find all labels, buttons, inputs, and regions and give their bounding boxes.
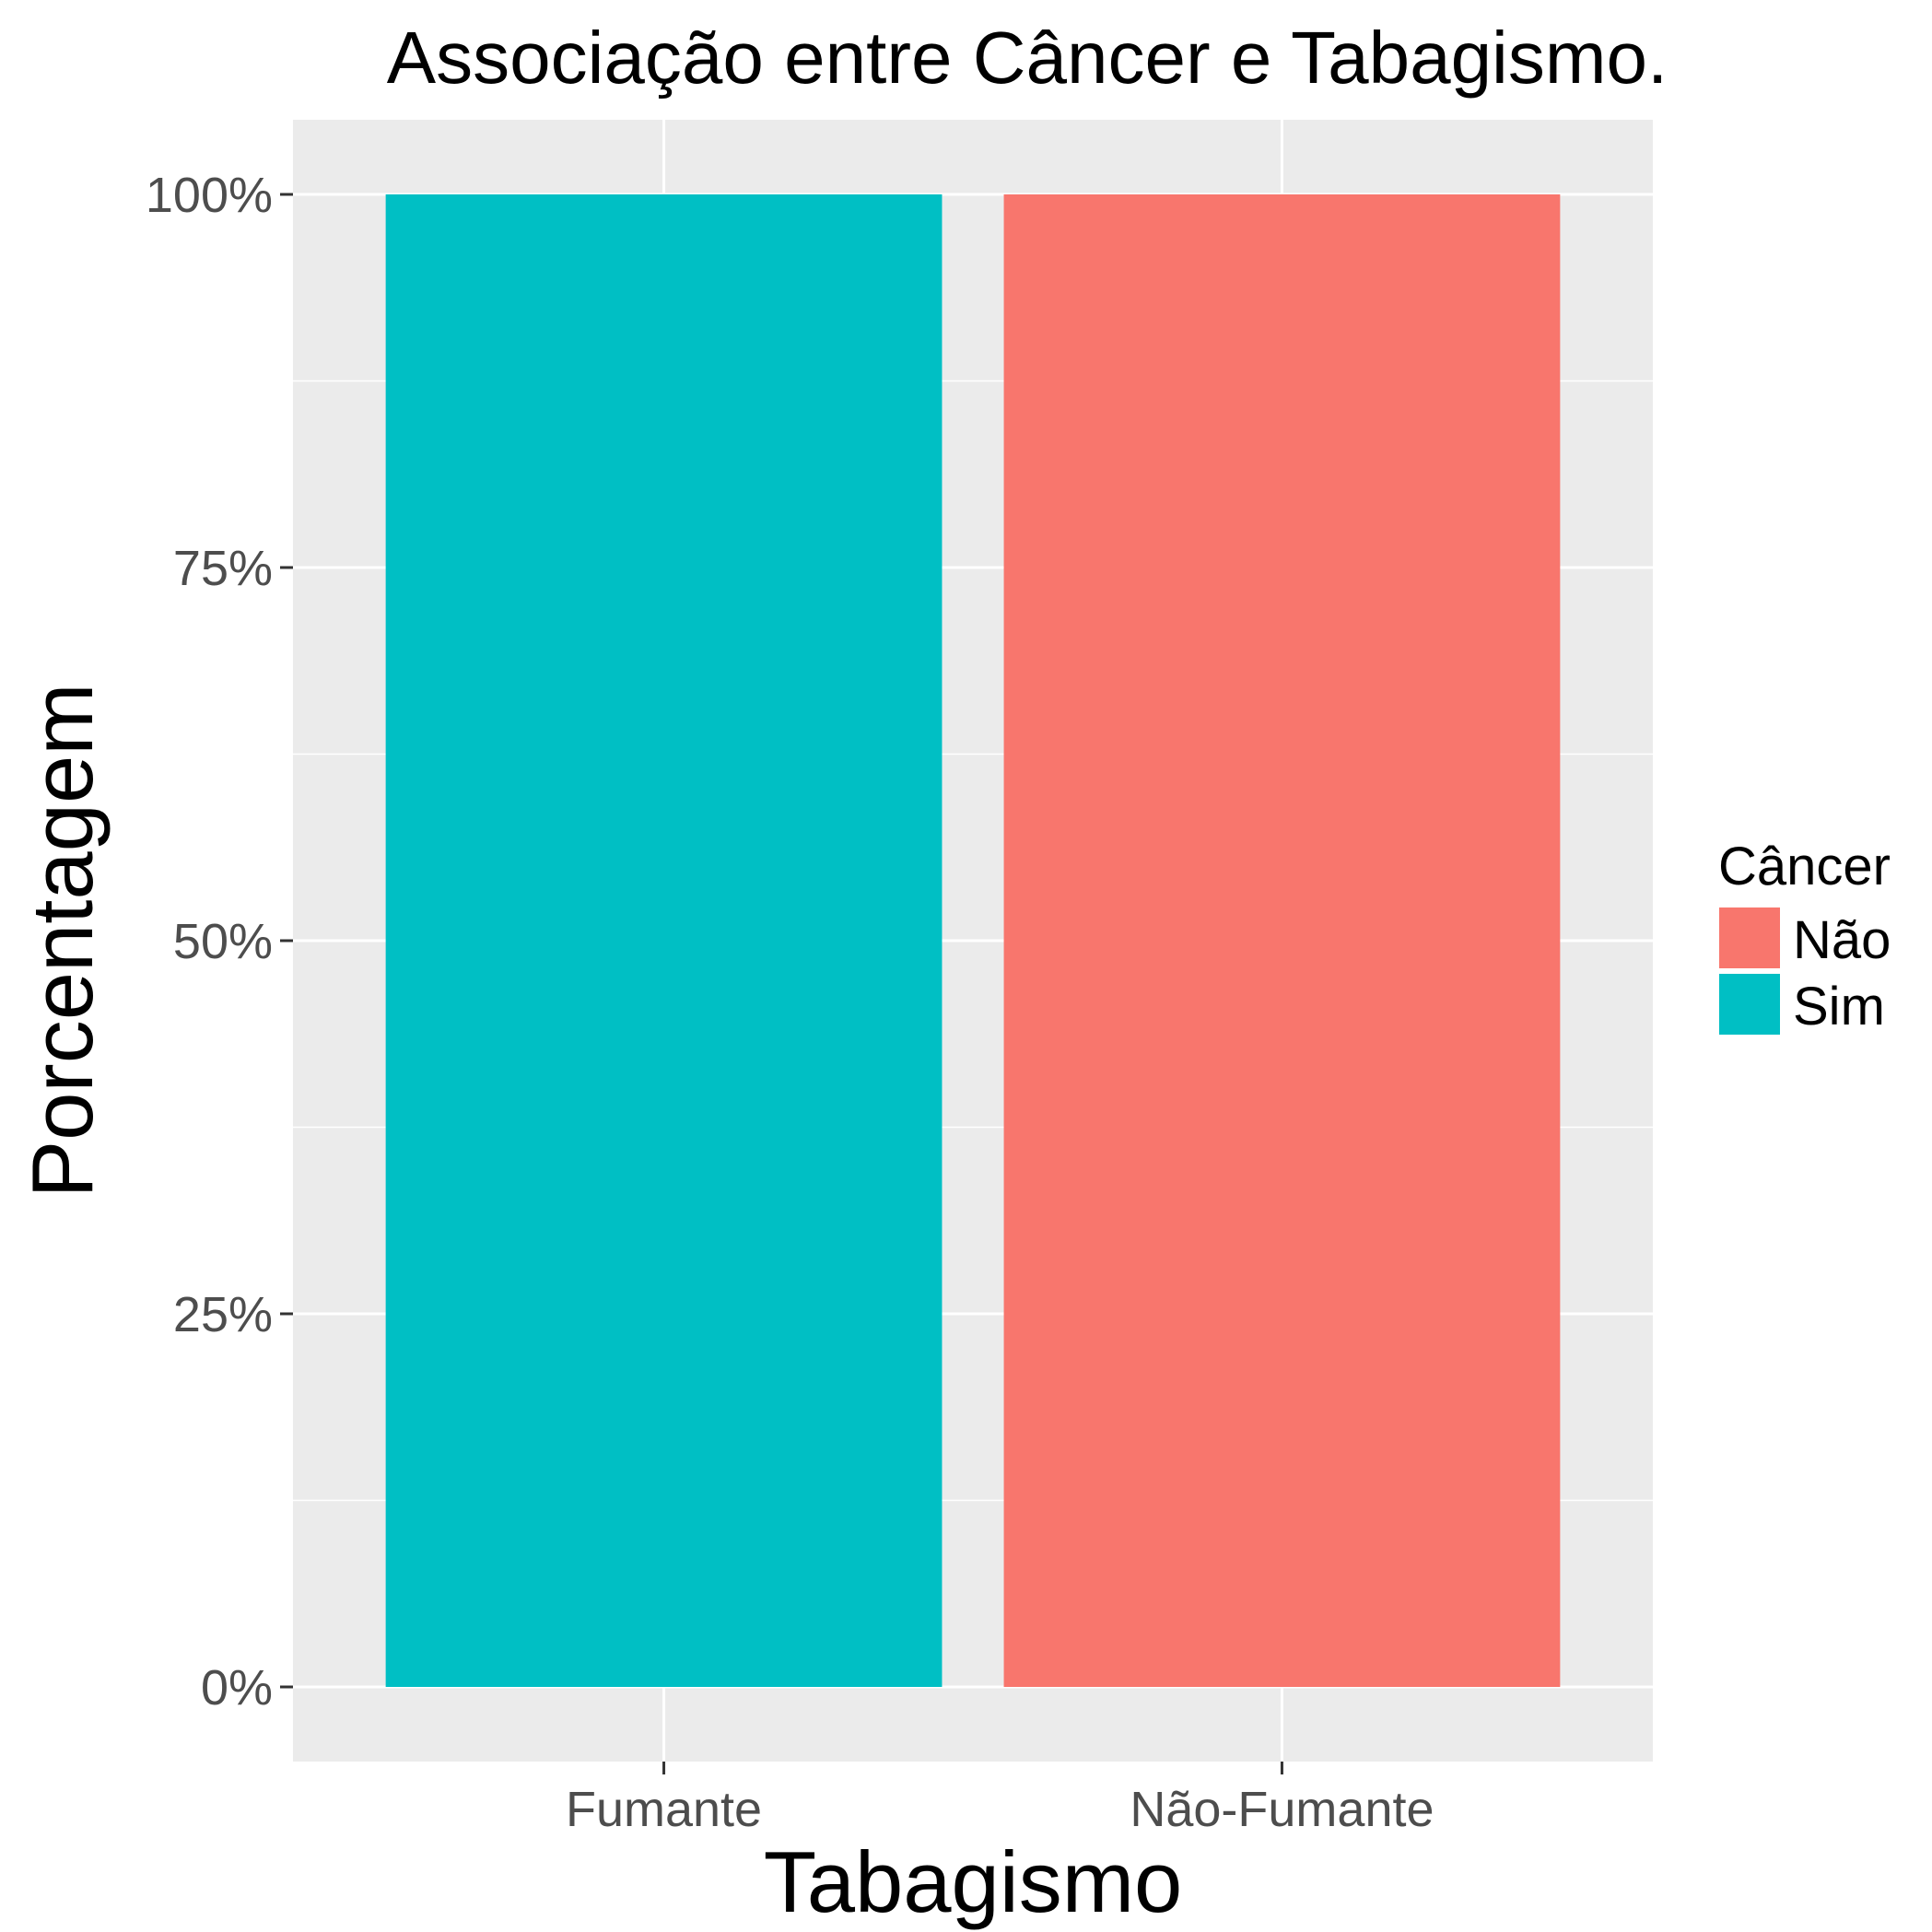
legend-label-sim: Sim: [1793, 977, 1885, 1036]
legend-title: Câncer: [1718, 837, 1891, 896]
y-tick-label: 75%: [173, 541, 273, 596]
x-tick-label: Não-Fumante: [1130, 1782, 1434, 1837]
y-tick-label: 0%: [201, 1660, 273, 1715]
y-tick-label: 50%: [173, 914, 273, 969]
legend-key-nao: [1719, 907, 1780, 968]
x-tick-label: Fumante: [566, 1782, 762, 1837]
chart-title: Associação entre Câncer e Tabagismo.: [387, 17, 1668, 99]
x-axis-title: Tabagismo: [764, 1833, 1183, 1930]
x-axis: Fumante Não-Fumante: [566, 1762, 1434, 1837]
y-axis-title: Porcentagem: [14, 683, 111, 1198]
bar-fumante: [385, 194, 943, 1687]
bars: [385, 194, 1561, 1687]
legend-label-nao: Não: [1793, 910, 1891, 970]
legend-key-sim: [1719, 974, 1780, 1035]
y-axis: 0% 25% 50% 75% 100%: [146, 168, 293, 1715]
y-tick-label: 100%: [146, 168, 273, 223]
bar-não-fumante: [1003, 194, 1561, 1687]
y-tick-label: 25%: [173, 1287, 273, 1342]
legend: Câncer Não Sim: [1718, 837, 1891, 1036]
